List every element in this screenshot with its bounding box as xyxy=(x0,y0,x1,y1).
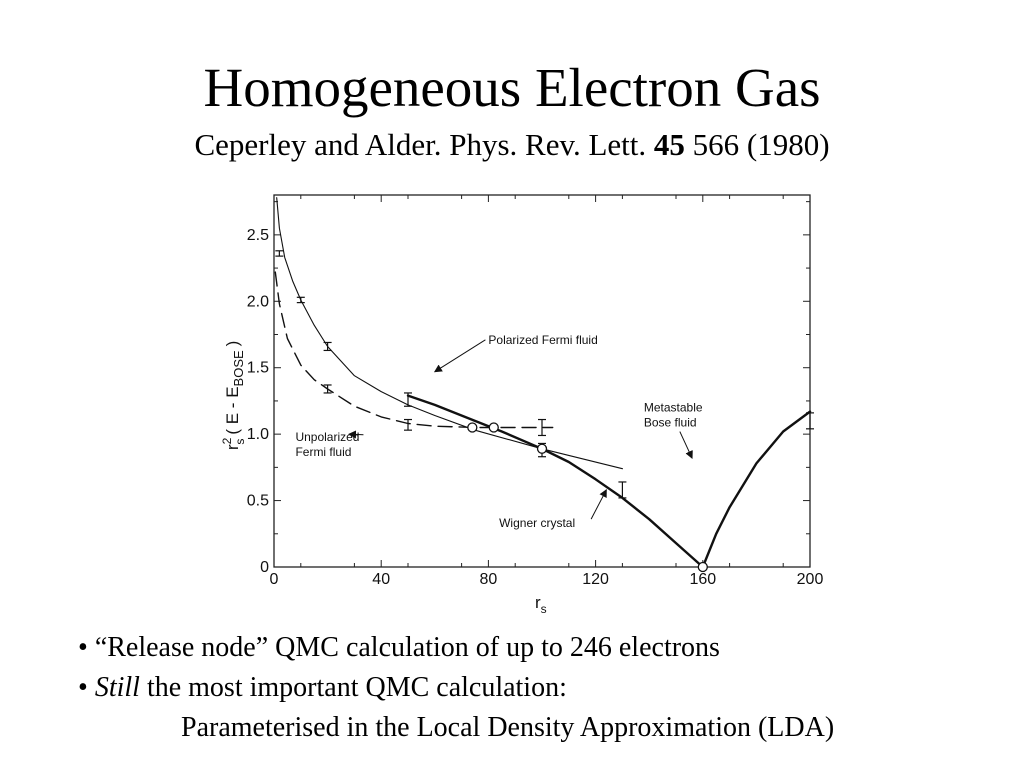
y-label-expr: ( E - E xyxy=(223,386,242,434)
bullet-item-1: • “Release node” QMC calculation of up t… xyxy=(78,628,1018,668)
annotation-line: Bose fluid xyxy=(644,416,697,430)
citation: Ceperley and Alder. Phys. Rev. Lett. 45 … xyxy=(0,126,1024,164)
annotation-line: Metastable xyxy=(644,401,703,415)
y-tick-label: 1.0 xyxy=(247,426,269,443)
x-tick-label: 0 xyxy=(270,571,279,588)
annotation-line: Fermi fluid xyxy=(295,445,351,459)
y-axis-label: r2s( E - EBOSE) xyxy=(220,341,247,450)
series-line-metastable-bose-fluid xyxy=(701,410,812,569)
bullet-list: • “Release node” QMC calculation of up t… xyxy=(78,628,1018,748)
bullet-text: “Release node” QMC calculation of up to … xyxy=(94,632,720,663)
series-line-wigner-crystal xyxy=(406,394,704,569)
y-tick-label: 0 xyxy=(260,559,269,576)
annotation-wigner-crystal: Wigner crystal xyxy=(499,516,575,530)
bullet-text: Parameterised in the Local Density Appro… xyxy=(181,712,835,743)
bullet-text: the most important QMC calculation: xyxy=(146,672,567,703)
annotation-line: Polarized Fermi fluid xyxy=(488,333,597,347)
data-point-circle xyxy=(488,422,499,433)
slide-title: Homogeneous Electron Gas xyxy=(203,57,821,118)
citation-authors: Ceperley and Alder. Phys. Rev. Lett. xyxy=(194,127,647,162)
annotation-arrow xyxy=(679,431,693,459)
x-tick-label: 80 xyxy=(480,571,498,588)
annotation-line: Wigner crystal xyxy=(499,516,575,530)
x-axis-label: rs xyxy=(535,593,547,616)
annotation-unpolarized-fermi-fluid: Unpolarized Fermi fluid xyxy=(295,430,359,459)
citation-page-year: 566 (1980) xyxy=(692,127,830,162)
y-label-close: ) xyxy=(223,341,242,347)
bullet-item-3: Parameterised in the Local Density Appro… xyxy=(78,708,1018,748)
x-tick-label: 40 xyxy=(372,571,390,588)
bullet-marker: • xyxy=(78,672,88,703)
y-label-expr-sub: BOSE xyxy=(231,350,246,386)
citation-volume: 45 xyxy=(653,127,685,162)
bullet-item-2: • Still the most important QMC calculati… xyxy=(78,668,1018,708)
x-axis-label-sub: s xyxy=(541,602,547,616)
annotation-metastable-bose-fluid: Metastable Bose fluid xyxy=(644,401,703,430)
annotation-polarized-fermi-fluid: Polarized Fermi fluid xyxy=(488,333,597,347)
annotation-arrow xyxy=(590,489,607,520)
y-tick-label: 1.5 xyxy=(247,360,269,377)
annotation-arrow xyxy=(433,339,486,373)
plot-frame xyxy=(273,194,811,568)
data-point-circle xyxy=(697,561,708,573)
y-tick-label: 2.5 xyxy=(247,227,269,244)
x-tick-label: 120 xyxy=(582,571,609,588)
x-tick-label: 160 xyxy=(689,571,716,588)
y-tick-label: 2.0 xyxy=(247,293,269,310)
data-point-circle xyxy=(536,443,548,454)
y-label-sup: 2 xyxy=(220,437,234,444)
annotation-line: Unpolarized xyxy=(295,430,359,444)
annotation-arrow xyxy=(348,430,364,439)
series-line-unpolarized-fermi-fluid xyxy=(274,271,554,429)
y-tick-label: 0.5 xyxy=(247,493,269,510)
x-tick-label: 200 xyxy=(797,571,824,588)
y-label-sub: s xyxy=(233,439,247,445)
bullet-emphasis: Still xyxy=(94,672,140,703)
data-point-circle xyxy=(467,422,478,433)
bullet-marker: • xyxy=(78,632,88,663)
